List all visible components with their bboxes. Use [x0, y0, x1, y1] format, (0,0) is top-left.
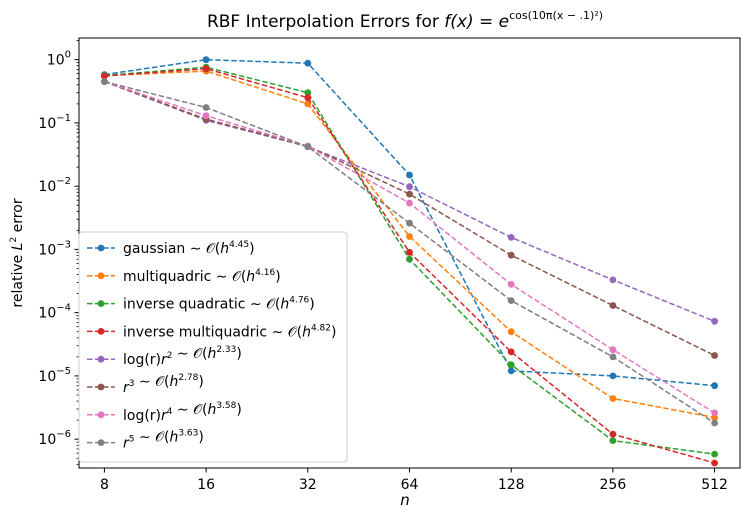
legend-item: multiquadric ∼ 𝒪(h4.16)	[87, 268, 281, 285]
y-axis-label-text: relative L2 error	[9, 198, 26, 307]
data-point	[507, 281, 515, 288]
data-point	[711, 459, 718, 467]
y-tick-label: 10−3	[38, 239, 71, 258]
data-point	[711, 382, 718, 390]
data-point	[711, 450, 718, 458]
y-axis-label: relative L2 error	[9, 198, 26, 307]
data-point	[609, 372, 617, 380]
data-point	[609, 302, 617, 309]
legend-label: log(r)r2 ∼ 𝒪(h2.33)	[123, 345, 242, 368]
legend-label: r3 ∼ 𝒪(h2.78)	[123, 373, 204, 396]
chart-title: RBF Interpolation Errors for f(x) = ecos…	[207, 9, 603, 32]
legend-label: inverse multiquadric ∼ 𝒪(h4.82)	[123, 323, 336, 340]
data-point	[711, 352, 718, 359]
x-tick-label: 64	[401, 477, 419, 493]
legend-marker	[97, 439, 105, 446]
legend-marker	[97, 383, 105, 391]
data-point	[609, 353, 617, 361]
x-axis-label: n	[400, 491, 410, 509]
x-tick-label: 8	[100, 477, 109, 493]
legend-item: log(r)r4 ∼ 𝒪(h3.58)	[87, 401, 242, 424]
data-point	[202, 104, 210, 111]
legend-item: log(r)r2 ∼ 𝒪(h2.33)	[87, 345, 242, 368]
data-point	[711, 317, 718, 325]
data-point	[507, 297, 515, 304]
data-point	[406, 233, 413, 240]
data-point	[609, 276, 617, 284]
data-point	[609, 395, 617, 402]
data-point	[202, 65, 210, 73]
legend-marker	[97, 272, 105, 280]
data-point	[202, 56, 210, 64]
legend-marker	[97, 355, 105, 363]
data-point	[711, 419, 718, 427]
legend-box	[78, 231, 348, 463]
legend-label: inverse quadratic ∼ 𝒪(h4.76)	[123, 296, 315, 313]
legend-marker	[97, 300, 105, 307]
data-point	[304, 89, 312, 97]
legend-item: r5 ∼ 𝒪(h3.63)	[87, 429, 204, 452]
legend-label: gaussian ∼ 𝒪(h4.45)	[123, 240, 255, 257]
series-3	[101, 65, 718, 467]
data-point	[406, 190, 413, 198]
legend-label: log(r)r4 ∼ 𝒪(h3.58)	[123, 401, 242, 424]
legend-label: multiquadric ∼ 𝒪(h4.16)	[123, 268, 281, 285]
series-7	[101, 78, 718, 427]
legend-item: r3 ∼ 𝒪(h2.78)	[87, 373, 204, 396]
x-tick-label: 128	[498, 477, 525, 493]
y-tick-label: 100	[47, 50, 71, 69]
data-point	[609, 430, 617, 438]
y-tick-label: 10−2	[38, 176, 71, 195]
legend-item: inverse multiquadric ∼ 𝒪(h4.82)	[87, 323, 336, 340]
data-point	[507, 328, 515, 336]
legend-marker	[97, 244, 105, 252]
x-tick-label: 256	[600, 477, 627, 493]
data-point	[507, 234, 515, 241]
data-point	[406, 219, 413, 227]
x-tick-label: 16	[197, 477, 215, 493]
x-tick-label: 32	[299, 477, 317, 493]
data-point	[507, 251, 515, 259]
data-point	[304, 143, 312, 151]
data-point	[609, 346, 617, 354]
data-point	[406, 171, 413, 179]
title-text: RBF Interpolation Errors for f(x) = ecos…	[207, 9, 603, 32]
y-tick-label: 10−6	[38, 429, 71, 448]
data-point	[304, 94, 312, 102]
data-point	[711, 409, 718, 417]
data-point	[406, 199, 413, 207]
data-point	[507, 367, 515, 375]
y-tick-label: 10−1	[38, 113, 71, 132]
data-point	[101, 72, 108, 80]
data-point	[609, 437, 617, 444]
y-tick-label: 10−4	[38, 303, 71, 322]
data-point	[507, 348, 515, 356]
legend-item: gaussian ∼ 𝒪(h4.45)	[87, 240, 255, 257]
y-tick-label: 10−5	[38, 366, 71, 385]
data-point	[304, 59, 312, 67]
legend-label: r5 ∼ 𝒪(h3.63)	[123, 429, 204, 452]
x-tick-label: 512	[701, 477, 728, 493]
data-point	[406, 255, 413, 263]
legend-marker	[97, 411, 105, 419]
data-point	[101, 78, 108, 85]
data-point	[406, 248, 413, 256]
plot-area: 100 10−1 10−2 10−3 10−4 10−5 10−6 8 16 32 64 128 256…	[38, 37, 741, 493]
legend: gaussian ∼ 𝒪(h4.45) multiquadric ∼ 𝒪(h4.1…	[78, 231, 348, 463]
data-point	[304, 100, 312, 108]
data-point	[507, 361, 515, 369]
legend-marker	[97, 328, 105, 335]
data-point	[406, 183, 413, 191]
data-point	[202, 112, 210, 120]
legend-item: inverse quadratic ∼ 𝒪(h4.76)	[87, 296, 315, 313]
